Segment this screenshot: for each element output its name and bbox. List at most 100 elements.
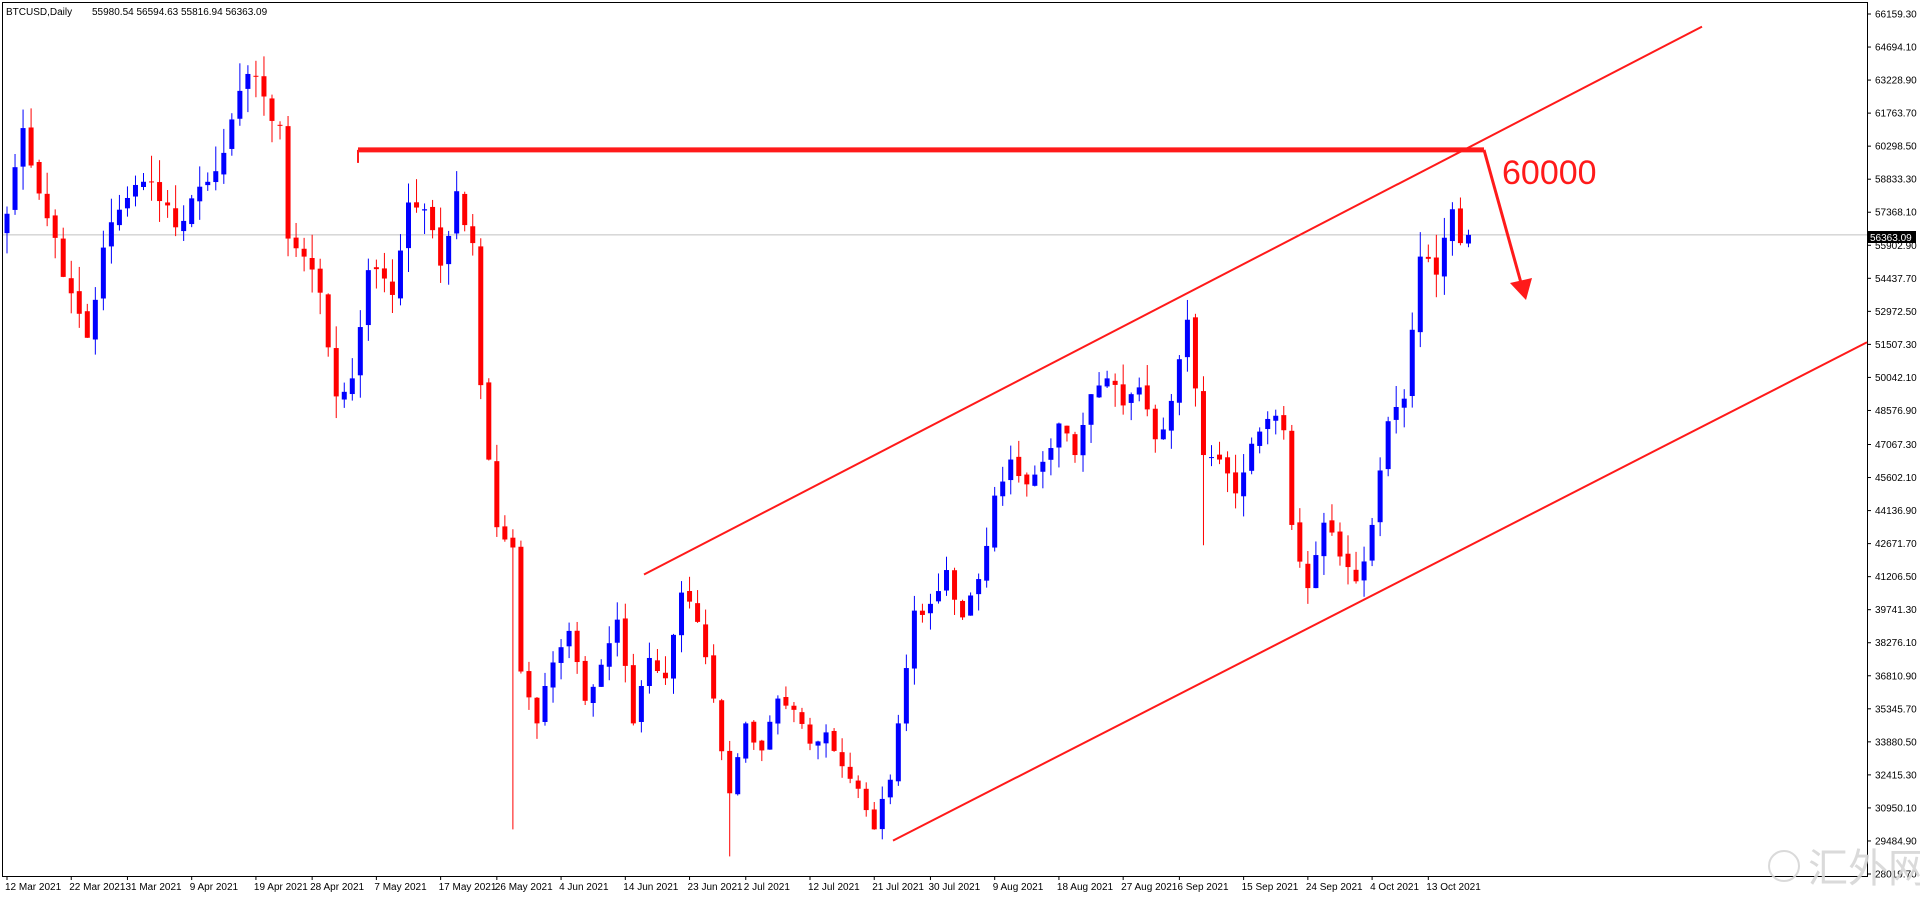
last-price-tag: 56363.09 <box>1868 231 1916 244</box>
candle <box>952 567 958 615</box>
candle-body <box>1345 553 1351 568</box>
candle <box>1128 392 1134 421</box>
candle-body <box>1281 415 1287 431</box>
candle-body <box>1305 563 1311 589</box>
candle-body <box>630 665 636 724</box>
candle <box>486 378 492 461</box>
candle-body <box>590 686 596 703</box>
candle-body <box>919 610 925 615</box>
candle <box>847 752 853 784</box>
candle <box>1457 197 1463 246</box>
candle-body <box>1409 329 1415 397</box>
candle <box>1305 551 1311 604</box>
candle <box>309 234 315 293</box>
candle-body <box>285 126 291 239</box>
candle-body <box>269 98 275 121</box>
candle-body <box>116 209 122 226</box>
candle <box>12 154 18 215</box>
time-tick-label: 19 Apr 2021 <box>254 882 308 893</box>
candle <box>614 602 620 657</box>
candle-body <box>20 128 26 167</box>
candle-body <box>245 73 251 89</box>
candle-body <box>4 213 10 234</box>
candle <box>1233 454 1239 509</box>
candle-body <box>791 705 797 710</box>
candle <box>638 680 644 733</box>
candle-body <box>261 76 267 97</box>
candle-body <box>646 657 652 687</box>
candle <box>333 326 339 419</box>
price-tick-label: 41206.50 <box>1875 572 1917 583</box>
candle-body <box>871 809 877 830</box>
candle <box>1465 229 1471 248</box>
candle <box>1136 377 1142 402</box>
candle-body <box>189 198 195 225</box>
candle <box>992 486 998 552</box>
time-tick-label: 17 May 2021 <box>439 882 497 893</box>
candle-body <box>309 258 315 270</box>
candle <box>976 573 982 611</box>
candle-body <box>687 591 693 602</box>
candle <box>1441 217 1447 295</box>
candle-body <box>381 268 387 279</box>
candle <box>44 172 50 227</box>
price-tick-label: 64694.10 <box>1875 43 1917 54</box>
candle-body <box>100 247 106 299</box>
candle <box>1417 232 1423 348</box>
candle <box>349 358 355 401</box>
candle-body <box>911 610 917 669</box>
price-tick-label: 45602.10 <box>1875 473 1917 484</box>
candle-body <box>775 698 781 724</box>
candle-body <box>1032 474 1038 486</box>
candle-body <box>566 630 572 647</box>
candle <box>1281 406 1287 440</box>
candle-body <box>984 545 990 581</box>
candle <box>365 258 371 341</box>
candle-body <box>903 668 909 724</box>
candle-body <box>486 382 492 460</box>
candle <box>189 194 195 228</box>
candle-body <box>1176 359 1182 403</box>
candle-body <box>638 685 644 722</box>
time-tick-label: 13 Oct 2021 <box>1426 882 1481 893</box>
candle <box>1184 299 1190 372</box>
candle-body <box>333 348 339 397</box>
candle-body <box>670 634 676 679</box>
resistance-label-group: 60000 <box>1502 154 1597 192</box>
time-tick-label: 12 Mar 2021 <box>5 882 62 893</box>
candle <box>1337 522 1343 566</box>
candle <box>430 199 436 239</box>
candle <box>831 728 837 752</box>
candle <box>534 697 540 739</box>
candle-body <box>879 798 885 830</box>
candle-body <box>470 226 476 244</box>
candle <box>36 159 42 200</box>
candle <box>630 653 636 726</box>
candle-body <box>1048 448 1054 460</box>
price-tick-label: 36810.90 <box>1875 671 1917 682</box>
candle-body <box>654 660 660 672</box>
candle <box>1321 512 1327 575</box>
candle <box>1409 312 1415 408</box>
candle <box>124 186 130 217</box>
candle <box>4 206 10 254</box>
candle-body <box>1200 391 1206 456</box>
candle-body <box>44 193 50 219</box>
candle <box>927 593 933 630</box>
candle-body <box>1337 531 1343 557</box>
watermark-logo-icon <box>1768 850 1800 882</box>
candle-body <box>1209 457 1214 459</box>
candle-body <box>157 182 163 202</box>
candle-body <box>1112 380 1118 385</box>
candle <box>462 191 468 232</box>
candle <box>502 515 508 542</box>
price-tick-label: 47067.30 <box>1875 440 1917 451</box>
candle-body <box>1401 398 1407 408</box>
candle-body <box>711 655 717 699</box>
time-tick-label: 12 Jul 2021 <box>808 882 860 893</box>
candle <box>1425 244 1431 263</box>
candle <box>414 179 420 213</box>
candle <box>438 207 444 283</box>
